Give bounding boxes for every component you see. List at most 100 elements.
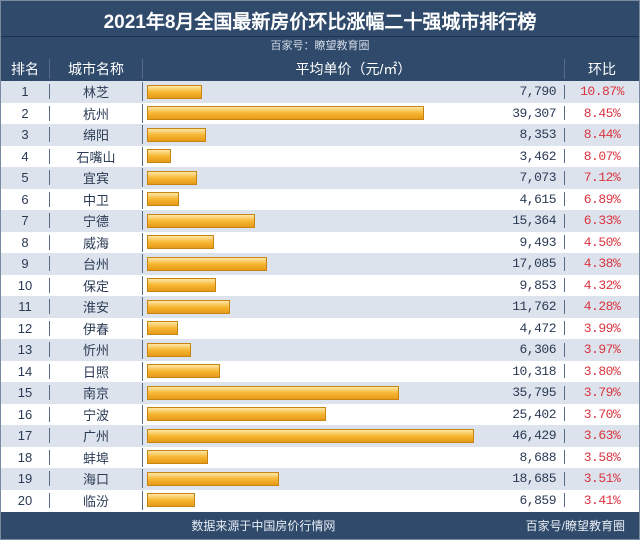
cell-city: 保定	[50, 276, 143, 295]
cell-city: 石嘴山	[50, 147, 143, 166]
cell-rank: 16	[1, 407, 50, 422]
cell-city: 杭州	[50, 104, 143, 123]
header-change: 环比	[565, 59, 639, 79]
cell-rank: 19	[1, 471, 50, 486]
cell-city: 海口	[50, 469, 143, 488]
table-row: 13忻州6,3063.97%	[1, 339, 639, 361]
cell-change: 3.58%	[565, 450, 639, 465]
price-bar	[147, 85, 202, 99]
price-bar	[147, 128, 206, 142]
header-rank: 排名	[1, 59, 50, 79]
table-row: 4石嘴山3,4628.07%	[1, 146, 639, 168]
price-bar	[147, 407, 326, 421]
cell-change: 3.63%	[565, 428, 639, 443]
cell-rank: 2	[1, 106, 50, 121]
price-value: 8,353	[519, 127, 556, 142]
price-value: 4,615	[519, 192, 556, 207]
cell-price: 9,493	[143, 235, 565, 249]
price-value: 7,790	[519, 84, 556, 99]
cell-change: 3.51%	[565, 471, 639, 486]
price-value: 10,318	[512, 364, 556, 379]
table-row: 16宁波25,4023.70%	[1, 404, 639, 426]
header-city: 城市名称	[50, 59, 143, 79]
cell-city: 中卫	[50, 190, 143, 209]
cell-rank: 1	[1, 84, 50, 99]
cell-price: 10,318	[143, 364, 565, 378]
price-bar	[147, 321, 178, 335]
cell-rank: 11	[1, 299, 50, 314]
cell-change: 4.50%	[565, 235, 639, 250]
cell-change: 3.80%	[565, 364, 639, 379]
price-value: 18,685	[512, 471, 556, 486]
cell-rank: 3	[1, 127, 50, 142]
price-value: 39,307	[512, 106, 556, 121]
cell-price: 7,790	[143, 85, 565, 99]
cell-city: 日照	[50, 362, 143, 381]
price-value: 17,085	[512, 256, 556, 271]
cell-rank: 15	[1, 385, 50, 400]
cell-rank: 5	[1, 170, 50, 185]
price-bar	[147, 386, 399, 400]
cell-rank: 18	[1, 450, 50, 465]
price-value: 9,853	[519, 278, 556, 293]
cell-city: 广州	[50, 426, 143, 445]
cell-rank: 8	[1, 235, 50, 250]
cell-price: 7,073	[143, 171, 565, 185]
table-row: 6中卫4,6156.89%	[1, 189, 639, 211]
cell-price: 46,429	[143, 429, 565, 443]
price-value: 6,859	[519, 493, 556, 508]
table-row: 18蚌埠8,6883.58%	[1, 447, 639, 469]
price-bar	[147, 235, 214, 249]
cell-rank: 9	[1, 256, 50, 271]
table-row: 15南京35,7953.79%	[1, 382, 639, 404]
price-bar	[147, 214, 255, 228]
table-header: 排名 城市名称 平均单价（元/㎡） 环比	[1, 57, 639, 81]
price-value: 15,364	[512, 213, 556, 228]
footer-credit: 百家号/瞭望教育圈	[526, 517, 625, 534]
table-row: 11淮安11,7624.28%	[1, 296, 639, 318]
cell-price: 17,085	[143, 257, 565, 271]
table-row: 3绵阳8,3538.44%	[1, 124, 639, 146]
price-value: 35,795	[512, 385, 556, 400]
cell-change: 6.89%	[565, 192, 639, 207]
cell-city: 林芝	[50, 82, 143, 101]
price-value: 25,402	[512, 407, 556, 422]
cell-change: 4.32%	[565, 278, 639, 293]
cell-change: 4.28%	[565, 299, 639, 314]
cell-price: 39,307	[143, 106, 565, 120]
cell-price: 6,859	[143, 493, 565, 507]
cell-change: 3.79%	[565, 385, 639, 400]
cell-city: 临汾	[50, 491, 143, 510]
price-value: 6,306	[519, 342, 556, 357]
table-row: 10保定9,8534.32%	[1, 275, 639, 297]
cell-price: 15,364	[143, 214, 565, 228]
cell-city: 宁德	[50, 211, 143, 230]
footer-source: 数据来源于中国房价行情网	[1, 517, 526, 534]
table-row: 8威海9,4934.50%	[1, 232, 639, 254]
table-body: 1林芝7,79010.87%2杭州39,3078.45%3绵阳8,3538.44…	[1, 81, 639, 511]
cell-price: 4,615	[143, 192, 565, 206]
price-bar	[147, 343, 191, 357]
table-row: 19海口 18,685 3.51%	[1, 468, 639, 490]
cell-change: 3.99%	[565, 321, 639, 336]
table-row: 2杭州39,3078.45%	[1, 103, 639, 125]
page-subtitle: 百家号：瞭望教育圈	[1, 37, 639, 57]
table-row: 17广州46,4293.63%	[1, 425, 639, 447]
cell-price: 3,462	[143, 149, 565, 163]
price-bar	[147, 106, 424, 120]
cell-rank: 14	[1, 364, 50, 379]
cell-price: 8,353	[143, 128, 565, 142]
cell-price: 25,402	[143, 407, 565, 421]
cell-city: 淮安	[50, 297, 143, 316]
price-bar	[147, 450, 208, 464]
cell-change: 8.07%	[565, 149, 639, 164]
price-bar	[147, 149, 171, 163]
cell-price: 9,853	[143, 278, 565, 292]
table-row: 14日照 10,318 3.80%	[1, 361, 639, 383]
cell-city: 绵阳	[50, 125, 143, 144]
price-bar	[147, 472, 279, 486]
price-bar	[147, 429, 474, 443]
price-value: 3,462	[519, 149, 556, 164]
price-bar	[147, 300, 230, 314]
cell-change: 10.87%	[565, 84, 639, 99]
